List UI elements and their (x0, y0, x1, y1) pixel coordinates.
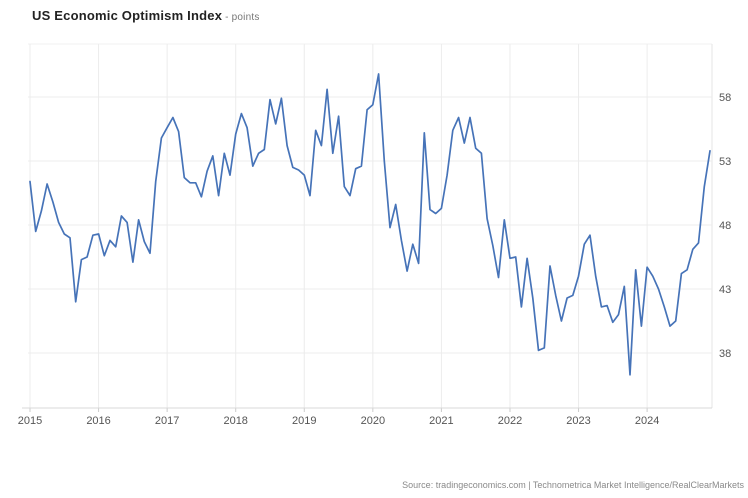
x-tick-label: 2024 (635, 415, 659, 427)
x-tick-label: 2023 (566, 415, 590, 427)
x-tick-label: 2022 (498, 415, 522, 427)
y-tick-label: 38 (719, 348, 731, 360)
y-tick-label: 58 (719, 92, 731, 104)
chart-title-text: US Economic Optimism Index (32, 8, 223, 23)
x-tick-label: 2019 (292, 415, 316, 427)
y-tick-label: 43 (719, 284, 731, 296)
x-tick-label: 2018 (223, 415, 247, 427)
optimism-index-line-series[interactable] (29, 73, 711, 376)
source-attribution: Source: tradingeconomics.com | Technomet… (402, 480, 744, 490)
y-tick-label: 48 (719, 220, 731, 232)
x-tick-label: 2015 (18, 415, 42, 427)
x-tick-label: 2021 (429, 415, 453, 427)
x-tick-label: 2016 (86, 415, 110, 427)
x-tick-label: 2020 (361, 415, 385, 427)
chart-subtitle-sep: - (222, 12, 232, 23)
x-tick-label: 2017 (155, 415, 179, 427)
chart-unit-label: points (231, 12, 260, 23)
y-tick-label: 53 (719, 156, 731, 168)
chart-title: US Economic Optimism Index - points (32, 8, 260, 23)
